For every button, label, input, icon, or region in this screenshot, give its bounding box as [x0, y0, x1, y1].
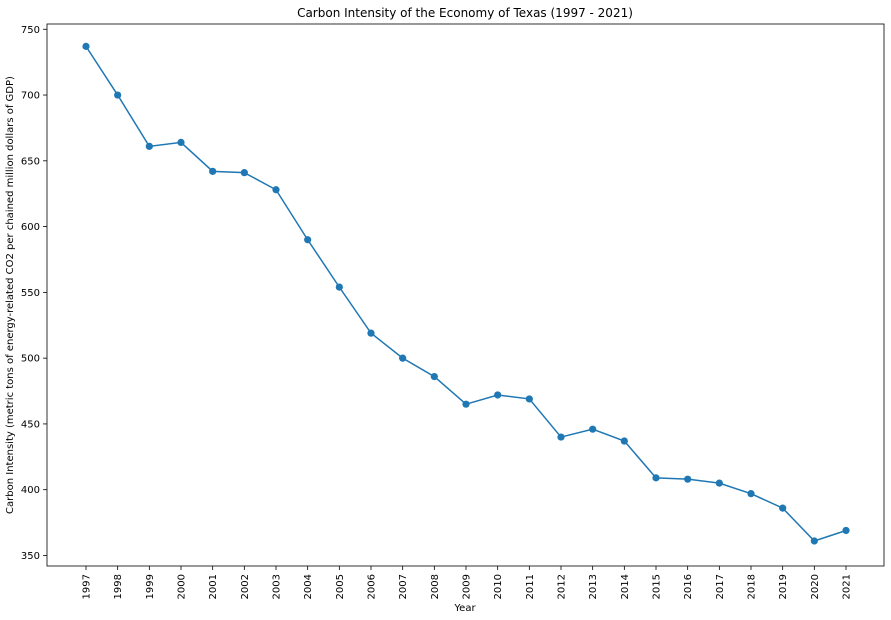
data-point [715, 479, 723, 487]
x-tick-label: 2021 [842, 574, 853, 599]
x-tick-label: 2008 [430, 574, 441, 599]
x-tick-label: 2010 [493, 574, 504, 599]
data-point [272, 186, 280, 194]
plot-area-border [46, 23, 885, 567]
y-tick-label: 400 [21, 485, 40, 496]
data-point [367, 329, 375, 337]
x-tick-label: 2009 [462, 574, 473, 599]
data-point [114, 91, 122, 99]
x-tick-label: 2018 [747, 574, 758, 599]
x-tick-label: 2007 [398, 574, 409, 599]
data-point [747, 490, 755, 498]
y-tick-label: 650 [21, 156, 40, 167]
x-tick-label: 2017 [715, 574, 726, 599]
data-point [557, 433, 565, 441]
data-point [589, 425, 597, 433]
data-point [335, 283, 343, 291]
x-tick-label: 2002 [240, 574, 251, 599]
x-axis-label: Year [453, 603, 476, 614]
x-tick-label: 1997 [82, 574, 93, 599]
x-tick-label: 2006 [367, 574, 378, 599]
x-tick-label: 2001 [208, 574, 219, 599]
data-point [177, 138, 185, 146]
data-point [430, 372, 438, 381]
series-line-group [82, 42, 850, 545]
data-point [462, 400, 470, 408]
data-point [810, 537, 818, 545]
y-axis-label: Carbon Intensity (metric tons of energy-… [5, 76, 16, 514]
data-point [684, 475, 692, 483]
x-tick-label: 2015 [652, 574, 663, 599]
x-tick-label: 1999 [145, 574, 156, 599]
y-tick-label: 700 [21, 91, 40, 102]
y-tick-label: 500 [21, 354, 40, 365]
series-line [85, 45, 847, 542]
data-point [620, 437, 628, 445]
x-tick-label: 2013 [588, 574, 599, 599]
data-point [145, 142, 153, 150]
data-point [399, 354, 407, 362]
x-tick-label: 2012 [557, 574, 568, 599]
data-point [652, 474, 660, 482]
data-point [779, 504, 787, 512]
plot-frame [46, 23, 885, 567]
x-tick-label: 2004 [303, 574, 314, 599]
data-point [82, 42, 90, 50]
y-axis: 350 400 450 500 550 600 650 700 750 [21, 25, 47, 562]
data-point [209, 167, 217, 175]
data-point [304, 236, 312, 244]
x-tick-label: 2003 [272, 574, 283, 599]
y-tick-label: 550 [21, 288, 40, 299]
data-point [525, 395, 533, 403]
x-tick-label: 2014 [620, 574, 631, 599]
chart-title: Carbon Intensity of the Economy of Texas… [297, 6, 633, 20]
x-tick-label: 1998 [113, 574, 124, 599]
data-point [494, 391, 502, 399]
data-point [240, 169, 248, 177]
x-tick-label: 2000 [177, 574, 188, 599]
x-tick-label: 2011 [525, 574, 536, 599]
y-tick-label: 600 [21, 222, 40, 233]
data-point [842, 526, 850, 535]
x-tick-label: 2005 [335, 574, 346, 599]
x-tick-label: 2020 [810, 574, 821, 599]
y-tick-label: 350 [21, 551, 40, 562]
y-tick-label: 450 [21, 419, 40, 430]
y-tick-label: 750 [21, 25, 40, 36]
x-tick-label: 2016 [683, 574, 694, 599]
x-tick-label: 2019 [778, 574, 789, 599]
x-axis: 1997 1998 1999 2000 2001 2002 2003 2004 2005 2006… [82, 566, 853, 599]
